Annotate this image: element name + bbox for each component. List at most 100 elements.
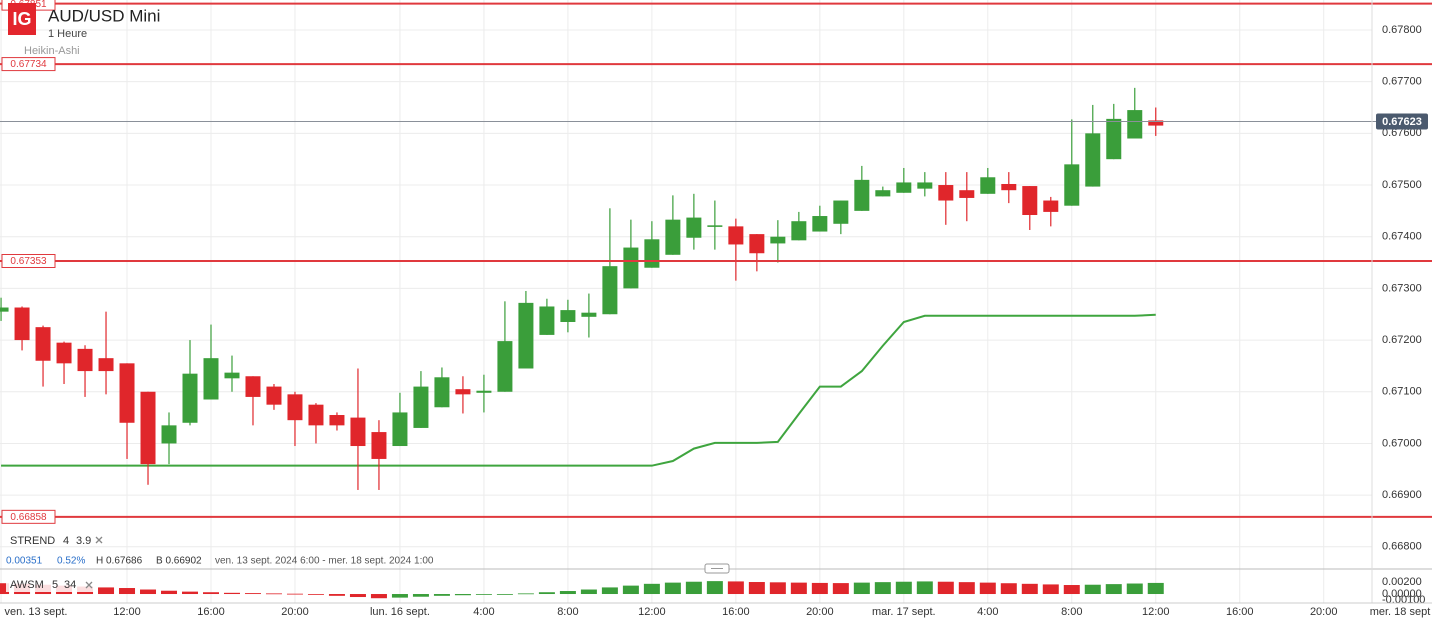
histogram-bar (706, 581, 723, 595)
x-tick-label: ven. 13 sept. (5, 606, 68, 618)
x-tick-label: 12:00 (638, 606, 666, 618)
indicator-param: 5 (52, 579, 58, 591)
y-tick-label: 0.00000 (1382, 588, 1422, 600)
x-tick-label: 16:00 (722, 606, 750, 618)
histogram-bar (391, 594, 408, 598)
y-tick-label: 0.67600 (1382, 127, 1422, 139)
candle-body (1085, 133, 1101, 187)
interval: 1 Heure (48, 28, 87, 40)
candle-body (350, 417, 366, 447)
plot (0, 87, 1164, 599)
candle-body (602, 266, 618, 315)
candle-body (476, 390, 492, 393)
y-tick-label: 0.67000 (1382, 437, 1422, 449)
candle-body (644, 239, 660, 268)
candle-body (980, 177, 996, 194)
candle-body (455, 389, 471, 395)
histogram-bar (1084, 584, 1101, 595)
histogram-bar (349, 594, 366, 598)
histogram-bar (119, 588, 136, 595)
histogram-bar (517, 593, 534, 595)
indicator-line (1, 313, 1156, 467)
y-tick-label: 0.66800 (1382, 541, 1422, 553)
candle-body (959, 190, 975, 198)
candle-body (203, 358, 219, 400)
candle-body (917, 182, 933, 189)
candle-body (392, 412, 408, 447)
candle-body (770, 236, 786, 244)
y-tick-label: 0.66900 (1382, 489, 1422, 501)
close-icon[interactable] (85, 581, 93, 589)
histogram-bar (727, 581, 744, 595)
candle-body (434, 377, 450, 408)
histogram-bar (622, 585, 639, 595)
histogram-bar (412, 594, 429, 597)
candle-body (791, 221, 807, 241)
x-tick-label: 16:00 (1226, 606, 1254, 618)
level-label: 0.67353 (10, 256, 47, 267)
candle-body (938, 185, 954, 201)
x-tick-label: 4:00 (473, 606, 494, 618)
histogram-bar (685, 581, 702, 595)
histogram-bar (307, 594, 324, 595)
candle-body (665, 219, 681, 255)
histogram-bar (1021, 583, 1038, 595)
candle-body (182, 373, 198, 423)
candle-body (266, 386, 282, 405)
level-label: 0.66858 (10, 512, 47, 523)
histogram-bar (433, 594, 450, 596)
histogram-bar (958, 582, 975, 595)
histogram-bar (538, 592, 555, 595)
indicator-param: 3.9 (76, 535, 91, 547)
y-tick-label: 0.67800 (1382, 24, 1422, 36)
candle-body (707, 225, 723, 227)
y-tick-label: 0.67200 (1382, 334, 1422, 346)
indicator-legend-box (6, 577, 98, 592)
histogram-bar (748, 582, 765, 595)
session-low: B 0.66902 (156, 556, 202, 567)
x-tick-label: 8:00 (557, 606, 578, 618)
x-tick-label: lun. 16 sept. (370, 606, 430, 618)
candle-body (539, 306, 555, 335)
histogram-bar (853, 582, 870, 595)
candle-body (119, 363, 135, 423)
histogram-bar (1126, 583, 1143, 595)
histogram-bar (580, 589, 597, 595)
x-tick-label: 12:00 (1142, 606, 1170, 618)
histogram-bar (161, 590, 178, 595)
candle-body (0, 307, 9, 312)
last-price-label: 0.67623 (1382, 116, 1422, 128)
histogram-bar (286, 593, 303, 595)
histogram-bar (1000, 583, 1017, 595)
candle-body (1064, 164, 1080, 206)
candle-body (812, 216, 828, 232)
indicator-param: 4 (63, 535, 69, 547)
candle-body (581, 312, 597, 317)
candle-body (833, 200, 849, 224)
histogram-bar (601, 587, 618, 595)
candle-body (875, 190, 891, 197)
candle-body (161, 425, 177, 444)
close-icon[interactable] (95, 536, 103, 544)
indicator-name: STREND (10, 535, 55, 547)
level-label-box (1, 57, 56, 72)
candle-body (1148, 120, 1164, 126)
histogram-bar (832, 583, 849, 595)
histogram-bar (265, 593, 282, 595)
histogram-bar (643, 583, 660, 595)
candle-body (287, 394, 303, 421)
x-tick-label: mar. 17 sept. (872, 606, 936, 618)
instrument-title: AUD/USD Mini (48, 6, 160, 25)
change: 0.00351 (6, 556, 43, 567)
indicator-param: 34 (64, 579, 76, 591)
candle-body (1127, 110, 1143, 139)
last-price-box (1376, 113, 1428, 130)
level-label-box (1, 254, 56, 269)
change-pct: 0.52% (57, 556, 85, 567)
histogram-bar (769, 582, 786, 595)
logo (8, 3, 36, 35)
candle-body (413, 386, 429, 428)
candle-body (140, 391, 156, 465)
histogram-bar (811, 582, 828, 595)
